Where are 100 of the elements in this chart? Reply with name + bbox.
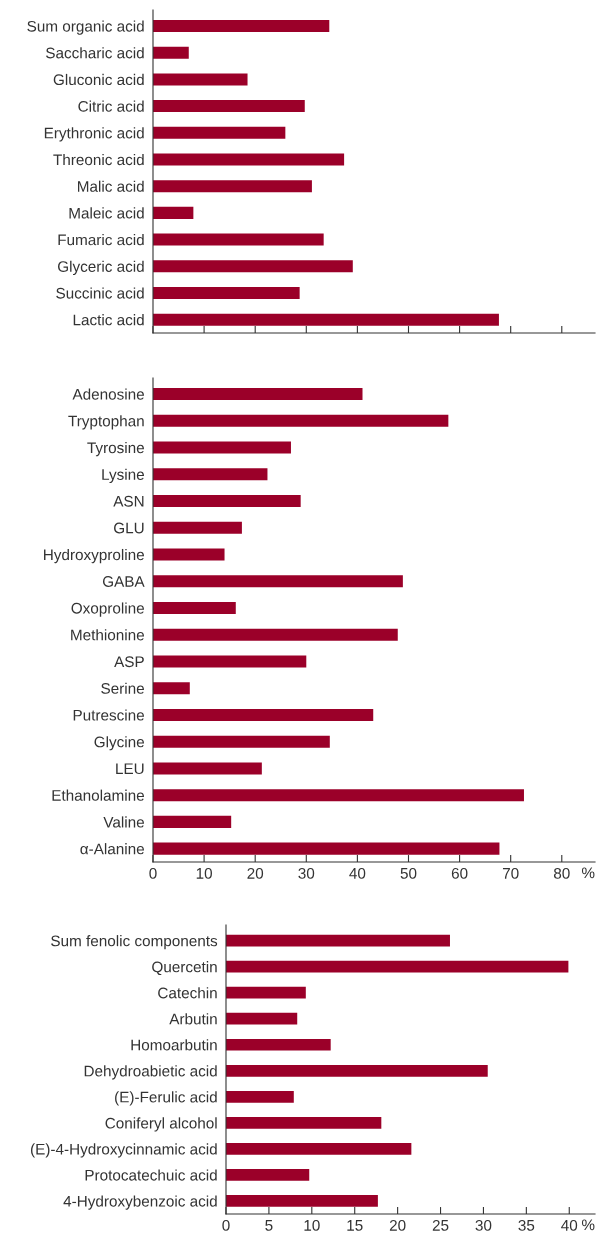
bar: [153, 286, 300, 299]
bar: [153, 762, 262, 775]
y-tick-label: ASN: [113, 495, 144, 507]
y-tick-label: Methionine: [71, 629, 144, 641]
x-tick-label: 30: [475, 1219, 492, 1231]
bar: [226, 1169, 310, 1181]
y-tick-label: Hydroxyproline: [44, 548, 144, 564]
bar: [153, 735, 330, 748]
bar: [226, 986, 306, 999]
bar: [153, 100, 305, 113]
y-tick-label: Adenosine: [72, 388, 144, 400]
y-tick-label: Protocatechuic acid: [85, 1169, 217, 1181]
x-tick-label: 5: [265, 1220, 273, 1231]
bar: [153, 628, 398, 641]
bar: [153, 20, 330, 33]
y-tick-label: Fumaric acid: [58, 234, 144, 246]
y-tick-label: α-Alanine: [80, 843, 144, 855]
y-tick-label: Maleic acid: [69, 207, 144, 219]
x-axis-title: %: [581, 1219, 595, 1231]
x-axis-title: %: [581, 867, 595, 879]
bar: [153, 414, 449, 427]
y-tick-label: Coniferyl alcohol: [105, 1117, 217, 1132]
bar: [153, 206, 194, 219]
bar: [226, 934, 450, 947]
bar: [226, 1117, 382, 1129]
y-tick-label: Erythronic acid: [44, 127, 144, 142]
x-tick-label: 35: [518, 1219, 535, 1231]
y-tick-label: Tryptophan: [68, 415, 144, 430]
y-tick-label: Putrescine: [73, 709, 144, 721]
y-tick-label: Threonic acid: [53, 153, 144, 166]
y-tick-label: Arbutin: [169, 1013, 217, 1025]
bar: [153, 789, 524, 802]
x-tick-label: 20: [389, 1219, 406, 1231]
y-tick-label: Quercetin: [152, 961, 217, 976]
bar: [153, 708, 374, 721]
x-tick-label: 10: [196, 867, 212, 879]
y-tick-label: Dehydroabietic acid: [84, 1065, 217, 1080]
x-tick-label: 0: [222, 1219, 230, 1231]
y-tick-label: Valine: [103, 816, 144, 828]
bar: [153, 153, 345, 166]
bar: [153, 815, 232, 828]
y-tick-label: (E)-4-Hydroxycinnamic acid: [31, 1143, 217, 1158]
x-tick-label: 40: [561, 1219, 578, 1231]
y-tick-label: Glyceric acid: [57, 260, 144, 275]
y-tick-label: Citric acid: [78, 100, 144, 112]
y-tick-label: Sum fenolic components: [51, 935, 218, 950]
bar: [153, 46, 189, 59]
x-tick-label: 20: [247, 867, 264, 879]
bar: [153, 388, 363, 401]
y-tick-label: Catechin: [158, 987, 217, 999]
x-tick-label: 60: [451, 867, 468, 879]
y-tick-label: Glycine: [94, 736, 144, 751]
y-tick-label: Sum organic acid: [27, 20, 144, 35]
x-tick-label: 80: [553, 867, 570, 879]
x-tick-label: 30: [298, 867, 315, 879]
y-tick-label: Oxoproline: [71, 602, 144, 617]
bar: [153, 180, 312, 193]
bar: [153, 521, 242, 534]
bar: [226, 1012, 298, 1025]
bar: [153, 601, 236, 614]
y-tick-label: Succinic acid: [56, 287, 144, 299]
y-tick-label: LEU: [116, 763, 144, 775]
x-tick-label: 15: [347, 1220, 363, 1231]
bar: [153, 126, 286, 139]
y-tick-label: Gluconic acid: [53, 73, 144, 86]
bar: [226, 1143, 412, 1155]
y-tick-label: Saccharic acid: [46, 47, 144, 59]
bar: [153, 441, 291, 454]
bar: [226, 1064, 488, 1077]
x-tick-label: 70: [502, 867, 519, 879]
bar: [153, 494, 301, 508]
y-tick-label: 4-Hydroxybenzoic acid: [63, 1195, 217, 1210]
bar: [226, 1038, 331, 1051]
bar: [226, 1090, 294, 1103]
y-tick-label: Ethanolamine: [52, 789, 144, 801]
y-tick-label: GABA: [102, 576, 145, 587]
bar: [153, 233, 324, 246]
bar: [153, 842, 500, 855]
x-tick-label: 10: [304, 1219, 320, 1231]
bar: [226, 960, 569, 973]
bar: [226, 1195, 378, 1207]
bar: [153, 313, 499, 326]
y-tick-label: ASP: [114, 656, 144, 668]
x-tick-label: 25: [432, 1219, 449, 1231]
x-tick-label: 40: [349, 867, 366, 879]
bar: [153, 682, 190, 695]
bar: [153, 468, 268, 481]
x-tick-label: 0: [149, 867, 157, 879]
y-tick-label: Tyrosine: [87, 441, 144, 457]
bar: [153, 575, 403, 588]
y-tick-label: Malic acid: [78, 180, 144, 192]
x-tick-label: 50: [400, 867, 417, 879]
y-tick-label: Lysine: [102, 468, 144, 483]
y-tick-label: Homoarbutin: [131, 1039, 217, 1051]
bar: [153, 260, 353, 273]
y-tick-label: GLU: [114, 522, 144, 534]
bar: [153, 548, 225, 561]
y-tick-label: Serine: [101, 682, 144, 694]
y-tick-label: Lactic acid: [73, 314, 144, 326]
bar: [153, 655, 307, 668]
